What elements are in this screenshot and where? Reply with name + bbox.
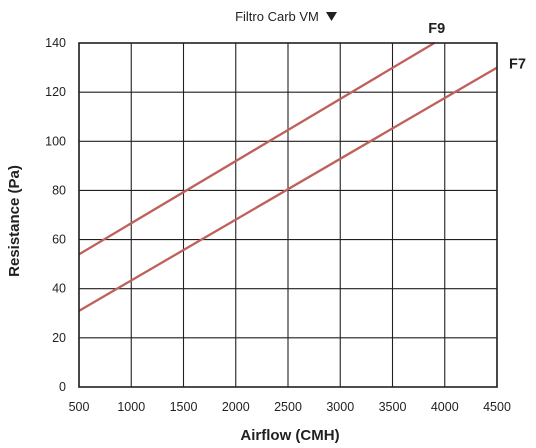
y-tick-label: 100 (45, 134, 66, 148)
series-lines (78, 42, 498, 312)
grid (78, 42, 498, 388)
series-label-f7: F7 (509, 57, 526, 73)
y-tick-label: 0 (59, 380, 66, 394)
x-tick-label: 1000 (117, 400, 145, 414)
x-tick-labels: 500 1000 1500 2000 2500 3000 3500 4000 4500 (69, 400, 511, 414)
y-tick-label: 140 (45, 36, 66, 50)
x-axis-title: Airflow (CMH) (240, 427, 339, 444)
triangle-down-icon[interactable] (326, 12, 337, 21)
y-tick-label: 120 (45, 85, 66, 99)
y-tick-label: 60 (52, 233, 66, 247)
chart-title-dropdown[interactable]: Filtro Carb VM (235, 9, 337, 24)
x-tick-label: 4000 (431, 400, 459, 414)
y-axis-title: Resistance (Pa) (6, 165, 23, 277)
plot-frame (78, 42, 498, 388)
x-tick-label: 500 (69, 400, 90, 414)
x-tick-label: 2000 (222, 400, 250, 414)
y-tick-label: 80 (52, 183, 66, 197)
x-tick-label: 1500 (170, 400, 198, 414)
x-tick-label: 4500 (483, 400, 511, 414)
series-line-f7 (78, 66, 498, 312)
y-tick-label: 40 (52, 282, 66, 296)
y-tick-label: 20 (52, 331, 66, 345)
series-label-f9: F9 (428, 21, 445, 37)
x-tick-label: 3000 (326, 400, 354, 414)
x-tick-label: 2500 (274, 400, 302, 414)
series-line-f9 (78, 42, 435, 256)
x-tick-label: 3500 (379, 400, 407, 414)
chart-title[interactable]: Filtro Carb VM (235, 9, 319, 24)
series-labels: F9 F7 (428, 21, 526, 73)
y-tick-labels: 0 20 40 60 80 100 120 140 (45, 36, 66, 394)
